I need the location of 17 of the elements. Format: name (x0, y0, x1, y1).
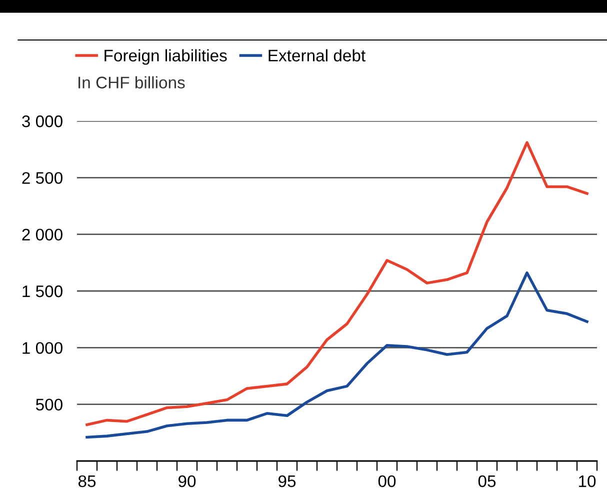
x-tick-label: 95 (278, 475, 296, 488)
line-series (86, 141, 588, 426)
x-tick-label: 00 (378, 475, 396, 488)
x-tick-label: 10 (579, 475, 596, 488)
y-tick-label: 500 (36, 398, 62, 411)
y-tick-label: 3 000 (22, 115, 62, 128)
y-tick-label: 2 500 (22, 172, 62, 184)
y-tick-label: 2 000 (22, 228, 62, 241)
legend-label: External debt (268, 49, 366, 62)
x-tick-label: 05 (478, 475, 496, 488)
y-tick-label: 1 000 (22, 342, 62, 354)
x-tick-label: 90 (178, 475, 196, 488)
line-series (86, 271, 588, 439)
x-tick-label: 85 (78, 475, 96, 488)
legend-label: Foreign liabilities (104, 49, 227, 65)
y-tick-label: 1 500 (22, 285, 62, 298)
y-axis-title: In CHF billions (78, 76, 185, 88)
